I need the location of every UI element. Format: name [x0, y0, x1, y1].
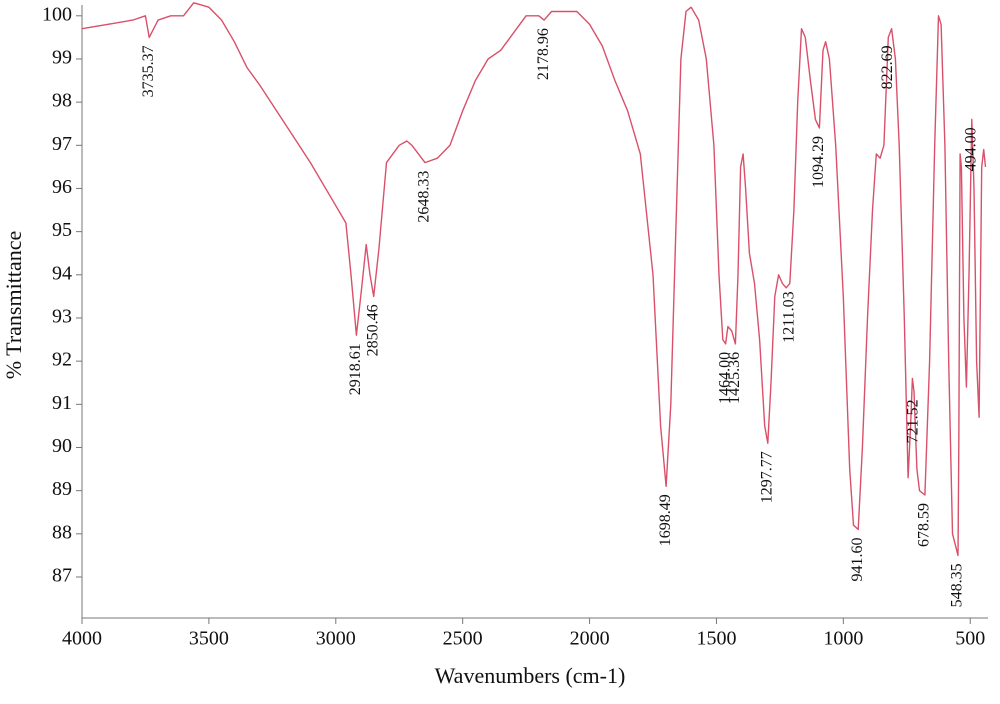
- peak-label: 721.52: [905, 399, 922, 443]
- x-tick-label: 4000: [62, 628, 102, 650]
- y-tick-label: 93: [52, 306, 72, 328]
- peak-label: 678.59: [916, 503, 933, 547]
- peak-label: 3735.37: [140, 45, 157, 97]
- peak-label: 2918.61: [347, 343, 364, 395]
- y-tick-label: 95: [52, 219, 72, 241]
- x-axis-title: Wavenumbers (cm-1): [435, 663, 626, 688]
- peak-label: 1464.00: [716, 352, 733, 404]
- y-tick-label: 87: [52, 565, 72, 587]
- peak-label: 2648.33: [416, 171, 433, 223]
- spectrum-line: [81, 2, 987, 557]
- y-tick-label: 98: [52, 90, 72, 112]
- y-tick-label: 89: [52, 478, 72, 500]
- peak-label: 2850.46: [364, 304, 381, 356]
- y-tick-label: 96: [52, 176, 72, 198]
- y-tick-label: 94: [52, 262, 72, 284]
- y-tick-label: 97: [52, 133, 72, 155]
- peak-label: 494.00: [962, 127, 979, 171]
- peak-label: 548.35: [949, 563, 966, 607]
- x-tick-label: 1500: [696, 628, 736, 650]
- peak-label: 941.60: [849, 538, 866, 582]
- y-tick-label: 88: [52, 521, 72, 543]
- y-axis-title: % Transmittance: [1, 231, 26, 380]
- peak-label: 1297.77: [758, 451, 775, 503]
- x-tick-label: 3000: [316, 628, 356, 650]
- peak-label: 2178.96: [535, 28, 552, 80]
- x-tick-label: 1000: [823, 628, 863, 650]
- x-tick-label: 2000: [570, 628, 610, 650]
- y-tick-label: 90: [52, 435, 72, 457]
- peak-label: 1211.03: [780, 291, 797, 342]
- y-tick-label: 99: [52, 47, 72, 69]
- peak-label: 1425.36: [726, 352, 743, 404]
- peak-label: 1094.29: [810, 136, 827, 188]
- x-tick-label: 500: [955, 628, 985, 650]
- peak-label: 1698.49: [657, 494, 674, 546]
- x-tick-label: 3500: [189, 628, 229, 650]
- y-tick-label: 91: [52, 392, 72, 414]
- y-tick-label: 92: [52, 349, 72, 371]
- y-tick-label: 100: [42, 3, 72, 25]
- peak-label: 822.69: [879, 45, 896, 89]
- x-tick-label: 2500: [443, 628, 483, 650]
